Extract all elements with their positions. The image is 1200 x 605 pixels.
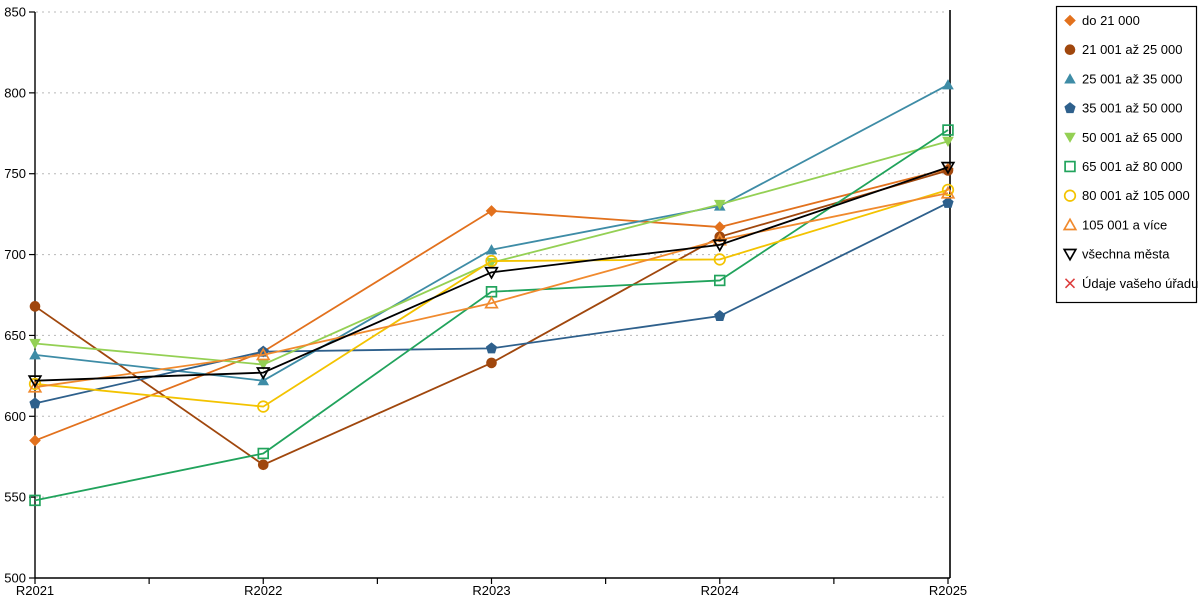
legend-item-label: 21 001 až 25 000 — [1082, 42, 1182, 57]
data-point-marker — [1064, 278, 1076, 289]
x-tick-label: R2024 — [701, 583, 739, 598]
data-point-marker — [713, 199, 726, 211]
data-point-marker — [29, 397, 41, 409]
data-point-marker — [712, 239, 728, 253]
x-tick-label: R2022 — [244, 583, 282, 598]
data-point-marker — [1064, 102, 1076, 114]
data-point-marker — [484, 295, 499, 309]
data-point-marker — [27, 375, 43, 389]
x-tick-label: R2021 — [16, 583, 54, 598]
x-tick-label: R2023 — [472, 583, 510, 598]
y-tick-label: 850 — [4, 5, 26, 20]
legend-box — [1055, 5, 1198, 304]
y-tick-label: 800 — [4, 85, 26, 100]
legend-item-label: všechna města — [1082, 247, 1170, 262]
series-line-8 — [34, 192, 949, 389]
data-point-marker — [257, 359, 270, 371]
data-point-marker — [485, 254, 498, 268]
data-point-marker — [713, 274, 726, 287]
y-tick-label: 600 — [4, 409, 26, 424]
legend-item-label: 105 001 a více — [1082, 217, 1167, 232]
y-tick-label: 700 — [4, 247, 26, 262]
legend-item-label: 65 001 až 80 000 — [1082, 159, 1182, 174]
data-point-marker — [255, 367, 271, 380]
data-point-marker — [485, 244, 498, 255]
data-point-marker — [27, 379, 43, 393]
legend-item-label: 80 001 až 105 000 — [1082, 188, 1190, 203]
data-point-marker — [940, 161, 956, 175]
legend-item-label: Údaje vašeho úřadu — [1082, 276, 1198, 291]
series-line-7 — [34, 189, 949, 408]
data-point-marker — [257, 375, 270, 386]
data-point-marker — [29, 434, 41, 447]
data-point-marker — [257, 459, 269, 471]
data-point-marker — [1064, 73, 1076, 84]
legend-item-label: 25 001 až 35 000 — [1082, 71, 1182, 86]
data-point-marker — [1062, 217, 1078, 231]
data-point-marker — [1063, 189, 1077, 202]
data-point-marker — [484, 266, 499, 280]
data-point-marker — [713, 253, 726, 266]
data-point-marker — [28, 377, 42, 391]
y-tick-label: 650 — [4, 328, 26, 343]
data-point-marker — [1062, 248, 1078, 262]
series-line-6 — [34, 129, 949, 502]
data-point-marker — [942, 79, 954, 90]
data-point-marker — [29, 494, 41, 507]
data-point-marker — [1064, 132, 1076, 143]
legend-item-label: 50 001 až 65 000 — [1082, 130, 1182, 145]
data-point-marker — [29, 338, 41, 350]
series-line-9 — [34, 166, 949, 382]
data-point-marker — [713, 221, 726, 233]
data-point-marker — [714, 310, 726, 322]
y-tick-label: 550 — [4, 490, 26, 505]
y-tick-label: 750 — [4, 166, 26, 181]
data-point-marker — [942, 136, 954, 147]
data-point-marker — [485, 205, 498, 217]
data-point-marker — [257, 447, 270, 460]
data-point-marker — [1064, 44, 1076, 55]
data-point-marker — [255, 347, 271, 361]
data-point-marker — [486, 357, 497, 369]
legend-item-label: do 21 000 — [1082, 13, 1140, 28]
data-point-marker — [942, 124, 954, 136]
data-point-marker — [941, 183, 955, 197]
legend-item-label: 35 001 až 50 000 — [1082, 101, 1182, 116]
data-point-marker — [940, 185, 956, 199]
data-point-marker — [29, 301, 41, 312]
data-point-marker — [29, 349, 41, 360]
data-point-marker — [257, 400, 270, 413]
x-tick-label: R2025 — [929, 583, 967, 598]
data-point-marker — [1064, 160, 1076, 173]
data-point-marker — [942, 196, 954, 208]
y-tick-label: 500 — [4, 571, 26, 586]
data-point-marker — [485, 342, 498, 354]
data-point-marker — [1064, 14, 1076, 27]
series-line-3 — [34, 83, 949, 382]
